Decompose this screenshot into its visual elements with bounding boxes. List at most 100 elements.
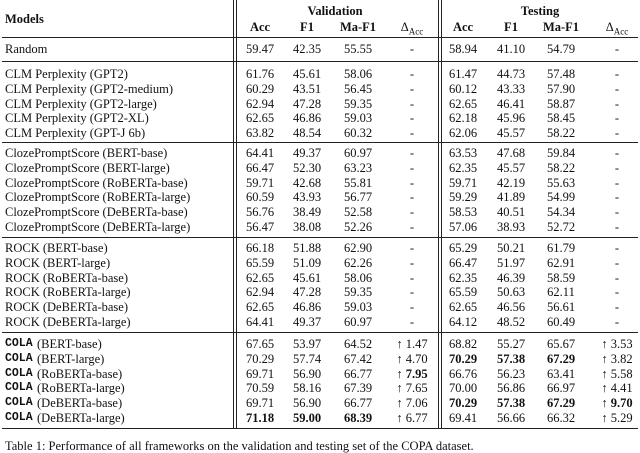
cell: 56.90 bbox=[292, 396, 322, 411]
model-name: Random bbox=[5, 42, 48, 56]
rule bbox=[2, 142, 638, 143]
cell: 62.65 bbox=[448, 96, 478, 111]
rule bbox=[2, 61, 638, 62]
model-name: ClozePromptScore (BERT-large) bbox=[5, 160, 170, 175]
cell: - bbox=[409, 285, 415, 300]
model-prefix: COLA bbox=[5, 351, 33, 365]
cell: 51.88 bbox=[292, 241, 322, 255]
cell: 65.67 bbox=[546, 337, 576, 351]
cell: 49.37 bbox=[292, 146, 322, 160]
cell: 47.68 bbox=[496, 146, 526, 160]
cell: 48.52 bbox=[496, 315, 526, 329]
column-header: ΔAcc bbox=[605, 20, 629, 37]
model-name: ROCK (BERT-large) bbox=[5, 255, 111, 270]
cell: - bbox=[614, 241, 620, 255]
cell: 67.42 bbox=[343, 351, 373, 366]
cell: 54.79 bbox=[546, 42, 576, 56]
cell: 59.84 bbox=[546, 146, 576, 160]
model-name: ROCK (DeBERTa-large) bbox=[5, 315, 131, 329]
cell: 61.76 bbox=[245, 67, 275, 81]
subscript: Acc bbox=[613, 26, 629, 37]
cell: 48.54 bbox=[292, 126, 322, 141]
cell: 56.77 bbox=[343, 190, 373, 205]
model-name: ClozePromptScore (RoBERTa-large) bbox=[5, 190, 191, 205]
column-header: Ma-F1 bbox=[339, 20, 377, 34]
cell: 65.29 bbox=[448, 241, 478, 255]
cell: - bbox=[409, 126, 415, 141]
cell: - bbox=[409, 315, 415, 329]
rule bbox=[438, 0, 439, 428]
cell: ↑ 1.47 bbox=[396, 337, 428, 351]
cell: 66.47 bbox=[245, 160, 275, 175]
cell: 55.55 bbox=[343, 42, 373, 56]
model-name: (BERT-base) bbox=[37, 337, 102, 351]
cell: ↑ 4.70 bbox=[396, 351, 428, 366]
cell: 58.06 bbox=[343, 270, 373, 285]
cell: 62.35 bbox=[448, 270, 478, 285]
cell: - bbox=[409, 175, 415, 190]
cell: 43.93 bbox=[292, 190, 322, 205]
cell: - bbox=[614, 160, 620, 175]
cell: - bbox=[614, 96, 620, 111]
cell: 62.11 bbox=[547, 285, 575, 300]
cell: 58.06 bbox=[343, 67, 373, 81]
cell: 60.49 bbox=[546, 315, 576, 329]
cell: 63.82 bbox=[245, 126, 275, 141]
cell: 64.41 bbox=[245, 315, 275, 329]
header: Models bbox=[5, 12, 44, 26]
cell: 57.06 bbox=[448, 220, 478, 234]
cell: 43.33 bbox=[496, 81, 526, 96]
rule bbox=[233, 0, 234, 428]
cell: 40.51 bbox=[496, 205, 526, 220]
cell: 68.82 bbox=[448, 337, 478, 351]
cell: - bbox=[614, 146, 620, 160]
cell: 68.39 bbox=[343, 411, 373, 425]
rule bbox=[2, 332, 638, 333]
cell: 58.53 bbox=[448, 205, 478, 220]
cell: 56.76 bbox=[245, 205, 275, 220]
cell: 62.90 bbox=[343, 241, 373, 255]
cell: - bbox=[614, 111, 620, 126]
model-name: ClozePromptScore (RoBERTa-base) bbox=[5, 175, 188, 190]
model-name: (BERT-large) bbox=[37, 351, 105, 366]
cell: ↑ 5.29 bbox=[601, 411, 633, 425]
cell: 64.52 bbox=[343, 337, 373, 351]
cell: - bbox=[409, 160, 415, 175]
cell: 47.28 bbox=[292, 285, 322, 300]
cell: 70.29 bbox=[448, 396, 478, 411]
cell: 42.35 bbox=[292, 42, 322, 56]
rule bbox=[441, 0, 442, 428]
cell: ↑ 4.41 bbox=[601, 381, 633, 396]
cell: 67.29 bbox=[546, 396, 576, 411]
cell: 59.71 bbox=[245, 175, 275, 190]
model-name: ROCK (BERT-base) bbox=[5, 241, 108, 255]
cell: 59.03 bbox=[343, 111, 373, 126]
cell: 58.22 bbox=[546, 126, 576, 141]
cell: 66.97 bbox=[546, 381, 576, 396]
cell: ↑ 7.06 bbox=[396, 396, 428, 411]
cell: 61.47 bbox=[448, 67, 478, 81]
cell: 45.57 bbox=[496, 126, 526, 141]
model-name: CLM Perplexity (GPT-J 6b) bbox=[5, 126, 146, 141]
rule bbox=[2, 237, 638, 238]
cell: 69.71 bbox=[245, 366, 275, 381]
cell: 59.29 bbox=[448, 190, 478, 205]
cell: - bbox=[409, 111, 415, 126]
cell: 70.59 bbox=[245, 381, 275, 396]
cell: 62.65 bbox=[245, 300, 275, 315]
cell: 67.39 bbox=[343, 381, 373, 396]
cell: 60.12 bbox=[448, 81, 478, 96]
cell: 49.37 bbox=[292, 315, 322, 329]
cell: - bbox=[614, 315, 620, 329]
column-header: Acc bbox=[452, 20, 474, 34]
cell: - bbox=[614, 285, 620, 300]
cell: 54.34 bbox=[546, 205, 576, 220]
cell: - bbox=[614, 67, 620, 81]
cell: - bbox=[614, 81, 620, 96]
caption: Table 1: Performance of all frameworks o… bbox=[5, 439, 474, 453]
cell: 57.38 bbox=[496, 351, 526, 366]
cell: ↑ 3.82 bbox=[601, 351, 633, 366]
cell: 70.29 bbox=[448, 351, 478, 366]
cell: 57.48 bbox=[546, 67, 576, 81]
cell: 62.94 bbox=[245, 285, 275, 300]
